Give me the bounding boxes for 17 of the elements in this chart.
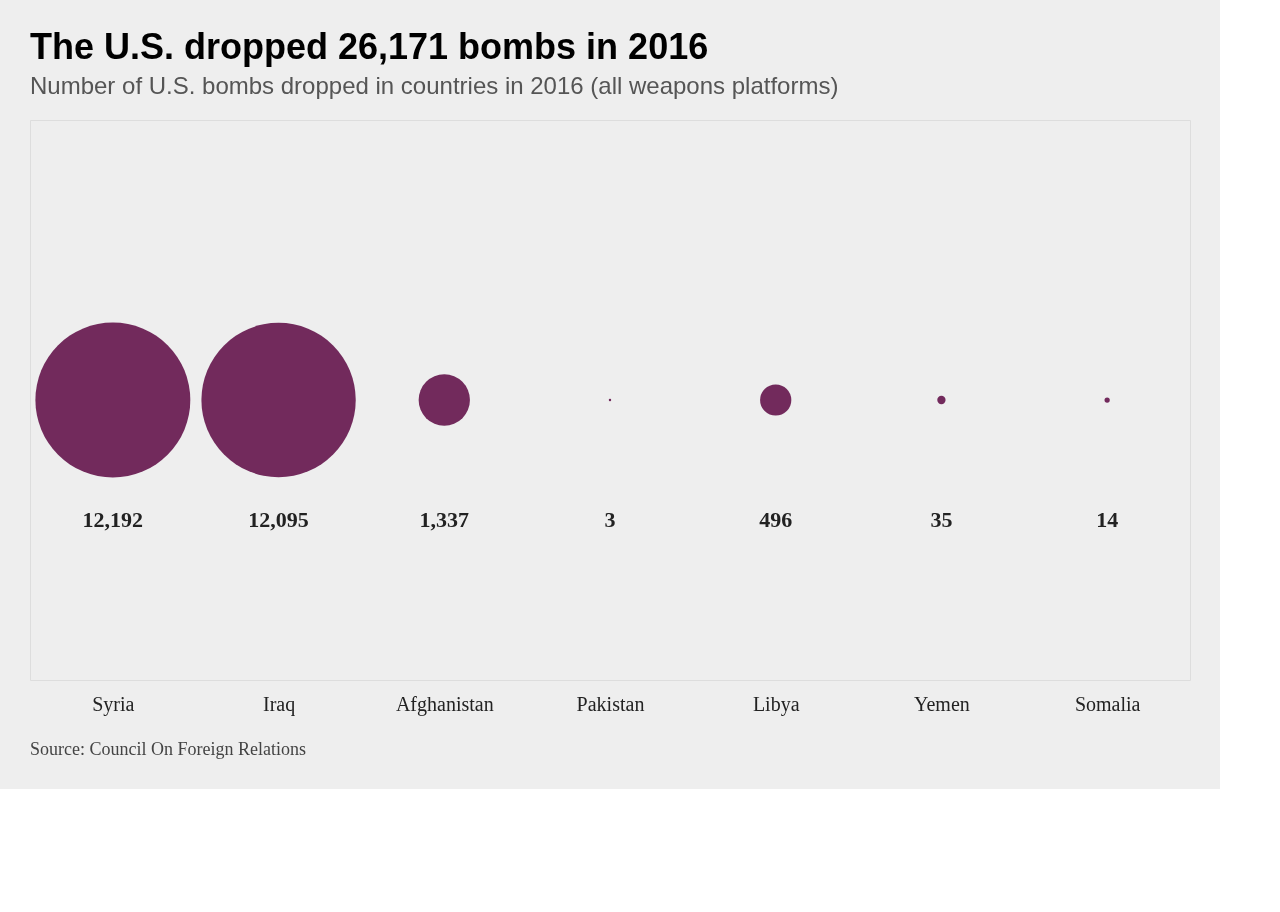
text: Number of U.S. bombs dropped in countries in 2016 (all weapons platforms) <box>30 72 839 99</box>
data-label: 35 <box>930 507 953 532</box>
category-label: Iraq <box>262 692 296 716</box>
data-label: 12,095 <box>248 507 309 532</box>
source-note: Source: Council On Foreign Relations <box>30 739 306 759</box>
data-label: 496 <box>759 507 793 532</box>
category-label: Syria <box>92 692 135 716</box>
category-label: Afghanistan <box>395 692 494 716</box>
category-label: Pakistan <box>576 692 645 715</box>
data-label: 1,337 <box>419 507 470 532</box>
data-label: 3 <box>604 507 616 532</box>
category-label: Yemen <box>914 692 970 715</box>
data-label: 12,192 <box>82 507 144 532</box>
text: The U.S. dropped 26,171 bombs in 2016 <box>30 26 709 67</box>
data-label: 14 <box>1096 507 1119 532</box>
category-label: Somalia <box>1074 692 1141 715</box>
category-label: Libya <box>752 692 800 716</box>
